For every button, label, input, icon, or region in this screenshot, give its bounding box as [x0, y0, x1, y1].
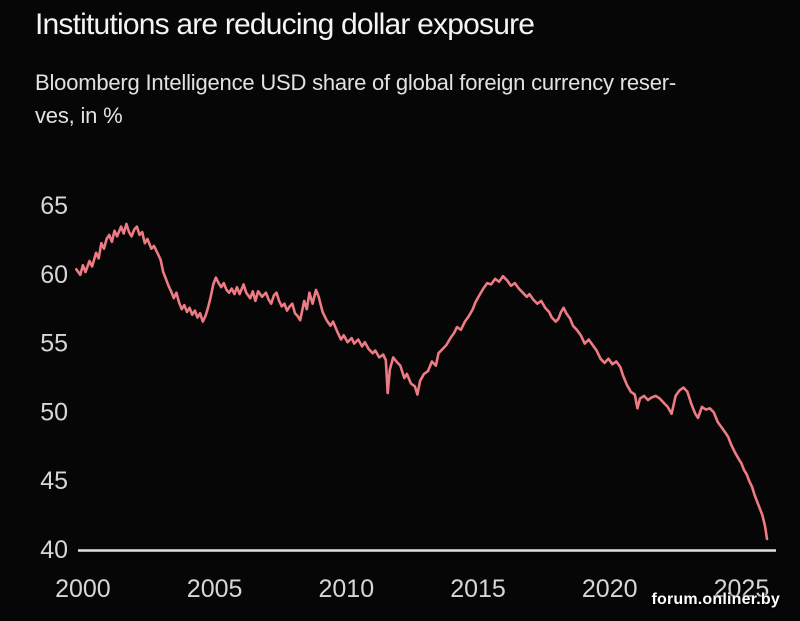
- x-axis-tick-label: 2015: [450, 575, 506, 603]
- y-axis-tick-label: 60: [40, 261, 68, 289]
- y-axis-tick-label: 45: [40, 467, 68, 495]
- y-axis-tick-label: 65: [40, 192, 68, 220]
- x-axis-tick-label: 2025: [714, 575, 770, 603]
- y-axis-tick-label: 50: [40, 398, 68, 426]
- chart-subtitle-line2: ves, in %: [35, 103, 123, 128]
- x-axis-tick-label: 2020: [582, 575, 638, 603]
- watermark-forum-onliner: forum.onliner.by: [651, 591, 780, 608]
- y-axis-tick-label: 40: [40, 536, 68, 564]
- y-axis-tick-label: 55: [40, 330, 68, 358]
- chart-title: Institutions are reducing dollar exposur…: [35, 8, 535, 41]
- x-axis-tick-label: 2010: [319, 575, 375, 603]
- usd-share-series-line: [75, 222, 769, 541]
- chart-subtitle: Bloomberg Intelligence USD share of glob…: [35, 66, 676, 132]
- x-axis-tick-label: 2005: [187, 575, 243, 603]
- chart-subtitle-line1: Bloomberg Intelligence USD share of glob…: [35, 70, 677, 95]
- x-axis-labels: 2000 2005 2010 2015 2020 2025: [55, 575, 769, 603]
- y-axis-labels: 65 60 55 50 45 40: [40, 192, 68, 564]
- x-axis-tick-label: 2000: [55, 575, 111, 603]
